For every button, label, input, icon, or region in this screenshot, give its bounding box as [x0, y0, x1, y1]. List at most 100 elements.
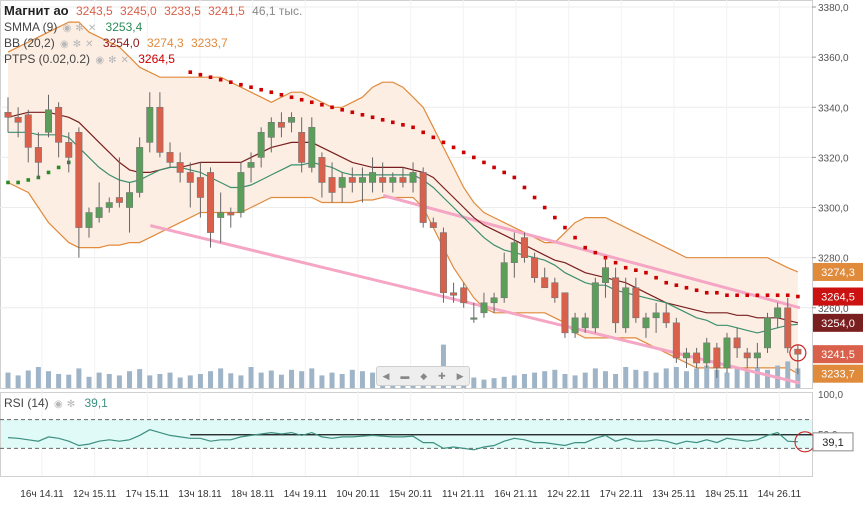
scroll-right-icon[interactable]: ▶ — [456, 370, 464, 381]
close-icon[interactable]: ✕ — [85, 39, 94, 50]
volume-bar — [532, 372, 538, 388]
candle-body — [480, 302, 488, 314]
candle-body — [733, 337, 741, 349]
ptps-dot — [56, 165, 61, 170]
volume-bar — [714, 369, 720, 388]
eye-icon[interactable]: ◉ — [54, 399, 63, 410]
volume-bar — [582, 372, 588, 388]
y-tick-label: 3280,0 — [818, 254, 849, 265]
gear-icon[interactable]: ✻ — [72, 39, 82, 50]
ptps-dot — [765, 293, 770, 298]
ptps-dot — [441, 140, 446, 145]
candle-body — [298, 132, 306, 163]
x-tick-label: 18ч 18.11 — [231, 489, 275, 500]
volume-bar — [349, 369, 355, 388]
zoom-in-icon[interactable]: ✚ — [438, 370, 446, 381]
volume-bar — [764, 369, 770, 388]
volume-bar — [613, 374, 619, 388]
ptps-dot — [461, 150, 466, 155]
candle-body — [460, 287, 468, 304]
volume-bar — [724, 372, 730, 388]
ptps-dot — [228, 80, 233, 85]
candle-body — [146, 106, 154, 143]
ptps-dot — [269, 90, 274, 95]
eye-icon[interactable]: ◉ — [62, 23, 72, 34]
candle-body — [682, 352, 690, 359]
ptps-dot — [472, 155, 476, 160]
gear-icon[interactable]: ✻ — [108, 55, 117, 66]
candle-body — [743, 352, 751, 359]
ptps-dot — [796, 294, 800, 299]
chart-navigation[interactable]: ◀ ▬ ◆ ✚ ▶ — [376, 366, 470, 386]
ptps-dot — [593, 250, 598, 255]
rsi-y-tick-label: 100,0 — [818, 390, 843, 401]
volume-bar — [46, 371, 52, 388]
gear-icon[interactable]: ✻ — [66, 399, 76, 410]
ptps-dot — [735, 293, 739, 298]
ptps-legend[interactable]: PTPS (0.02,0.2) ◉ ✻ ✕ 3264,5 — [4, 52, 175, 66]
y-tick-label: 3360,0 — [818, 53, 849, 64]
candle-body — [510, 242, 518, 263]
candle-body — [75, 132, 83, 228]
candle-body — [348, 177, 356, 183]
candle-body — [662, 312, 670, 324]
volume-bar — [278, 374, 284, 388]
ptps-dot — [218, 77, 223, 82]
ptps-dot — [309, 100, 314, 105]
volume-bar — [572, 375, 578, 388]
rsi-legend[interactable]: RSI (14) ◉ ✻ 39,1 — [4, 396, 108, 410]
bb-upper-value: 3274,3 — [146, 36, 184, 50]
scroll-left-icon[interactable]: ◀ — [382, 370, 390, 381]
candle-body — [207, 172, 215, 233]
x-tick-label: 11ч 21.11 — [442, 489, 485, 500]
rsi-band-fill — [1, 419, 812, 449]
candle-body — [267, 122, 275, 138]
gear-icon[interactable]: ✻ — [75, 23, 84, 34]
candle-body — [237, 172, 245, 213]
ptps-dot — [249, 85, 253, 90]
price-badge — [813, 364, 863, 383]
volume-bar — [501, 376, 507, 388]
volume-bar — [562, 374, 568, 388]
ptps-dot — [380, 118, 385, 122]
reset-icon[interactable]: ◆ — [420, 370, 428, 381]
bb-legend[interactable]: BB (20,2) ◉ ✻ ✕ 3254,0 3274,3 3233,7 — [4, 36, 228, 50]
eye-icon[interactable]: ◉ — [95, 55, 105, 66]
price-badge-text: 3274,3 — [821, 267, 855, 279]
volume-bar — [96, 372, 102, 388]
volume-bar — [86, 376, 92, 388]
close-icon[interactable]: ✕ — [120, 55, 129, 66]
close-value: 3241,5 — [208, 4, 245, 18]
candle-body — [257, 132, 265, 158]
zoom-out-icon[interactable]: ▬ — [400, 371, 410, 381]
candle-body — [196, 177, 204, 198]
ptps-dot — [411, 125, 415, 130]
smma-value: 3253,4 — [105, 20, 143, 34]
candle-body — [409, 172, 417, 183]
eye-icon[interactable]: ◉ — [60, 39, 69, 50]
ptps-dot — [370, 115, 375, 120]
volume-bar — [258, 372, 264, 388]
rsi-value: 39,1 — [84, 396, 108, 410]
candle-body — [753, 352, 761, 359]
candle-body — [288, 116, 296, 123]
volume-bar — [299, 371, 305, 388]
ptps-dot — [704, 290, 709, 295]
volume-bar — [208, 371, 214, 388]
candle-body — [4, 111, 12, 118]
last-price-marker — [789, 344, 807, 362]
ptps-dot — [16, 180, 20, 185]
trend-line-resistance — [382, 194, 801, 310]
volume-bar — [521, 374, 527, 388]
ptps-dot — [644, 270, 648, 275]
close-icon[interactable]: ✕ — [87, 23, 97, 34]
rsi-badge — [812, 432, 854, 452]
price-badge-text: 3233,7 — [821, 369, 855, 381]
smma-legend[interactable]: SMMA (9) ◉ ✻ ✕ 3253,4 — [4, 20, 142, 34]
volume-bar — [66, 374, 72, 388]
candle-body — [541, 277, 549, 289]
price-badge-text: 3241,5 — [821, 349, 855, 361]
ptps-dot — [553, 215, 557, 220]
candle-body — [713, 347, 721, 369]
